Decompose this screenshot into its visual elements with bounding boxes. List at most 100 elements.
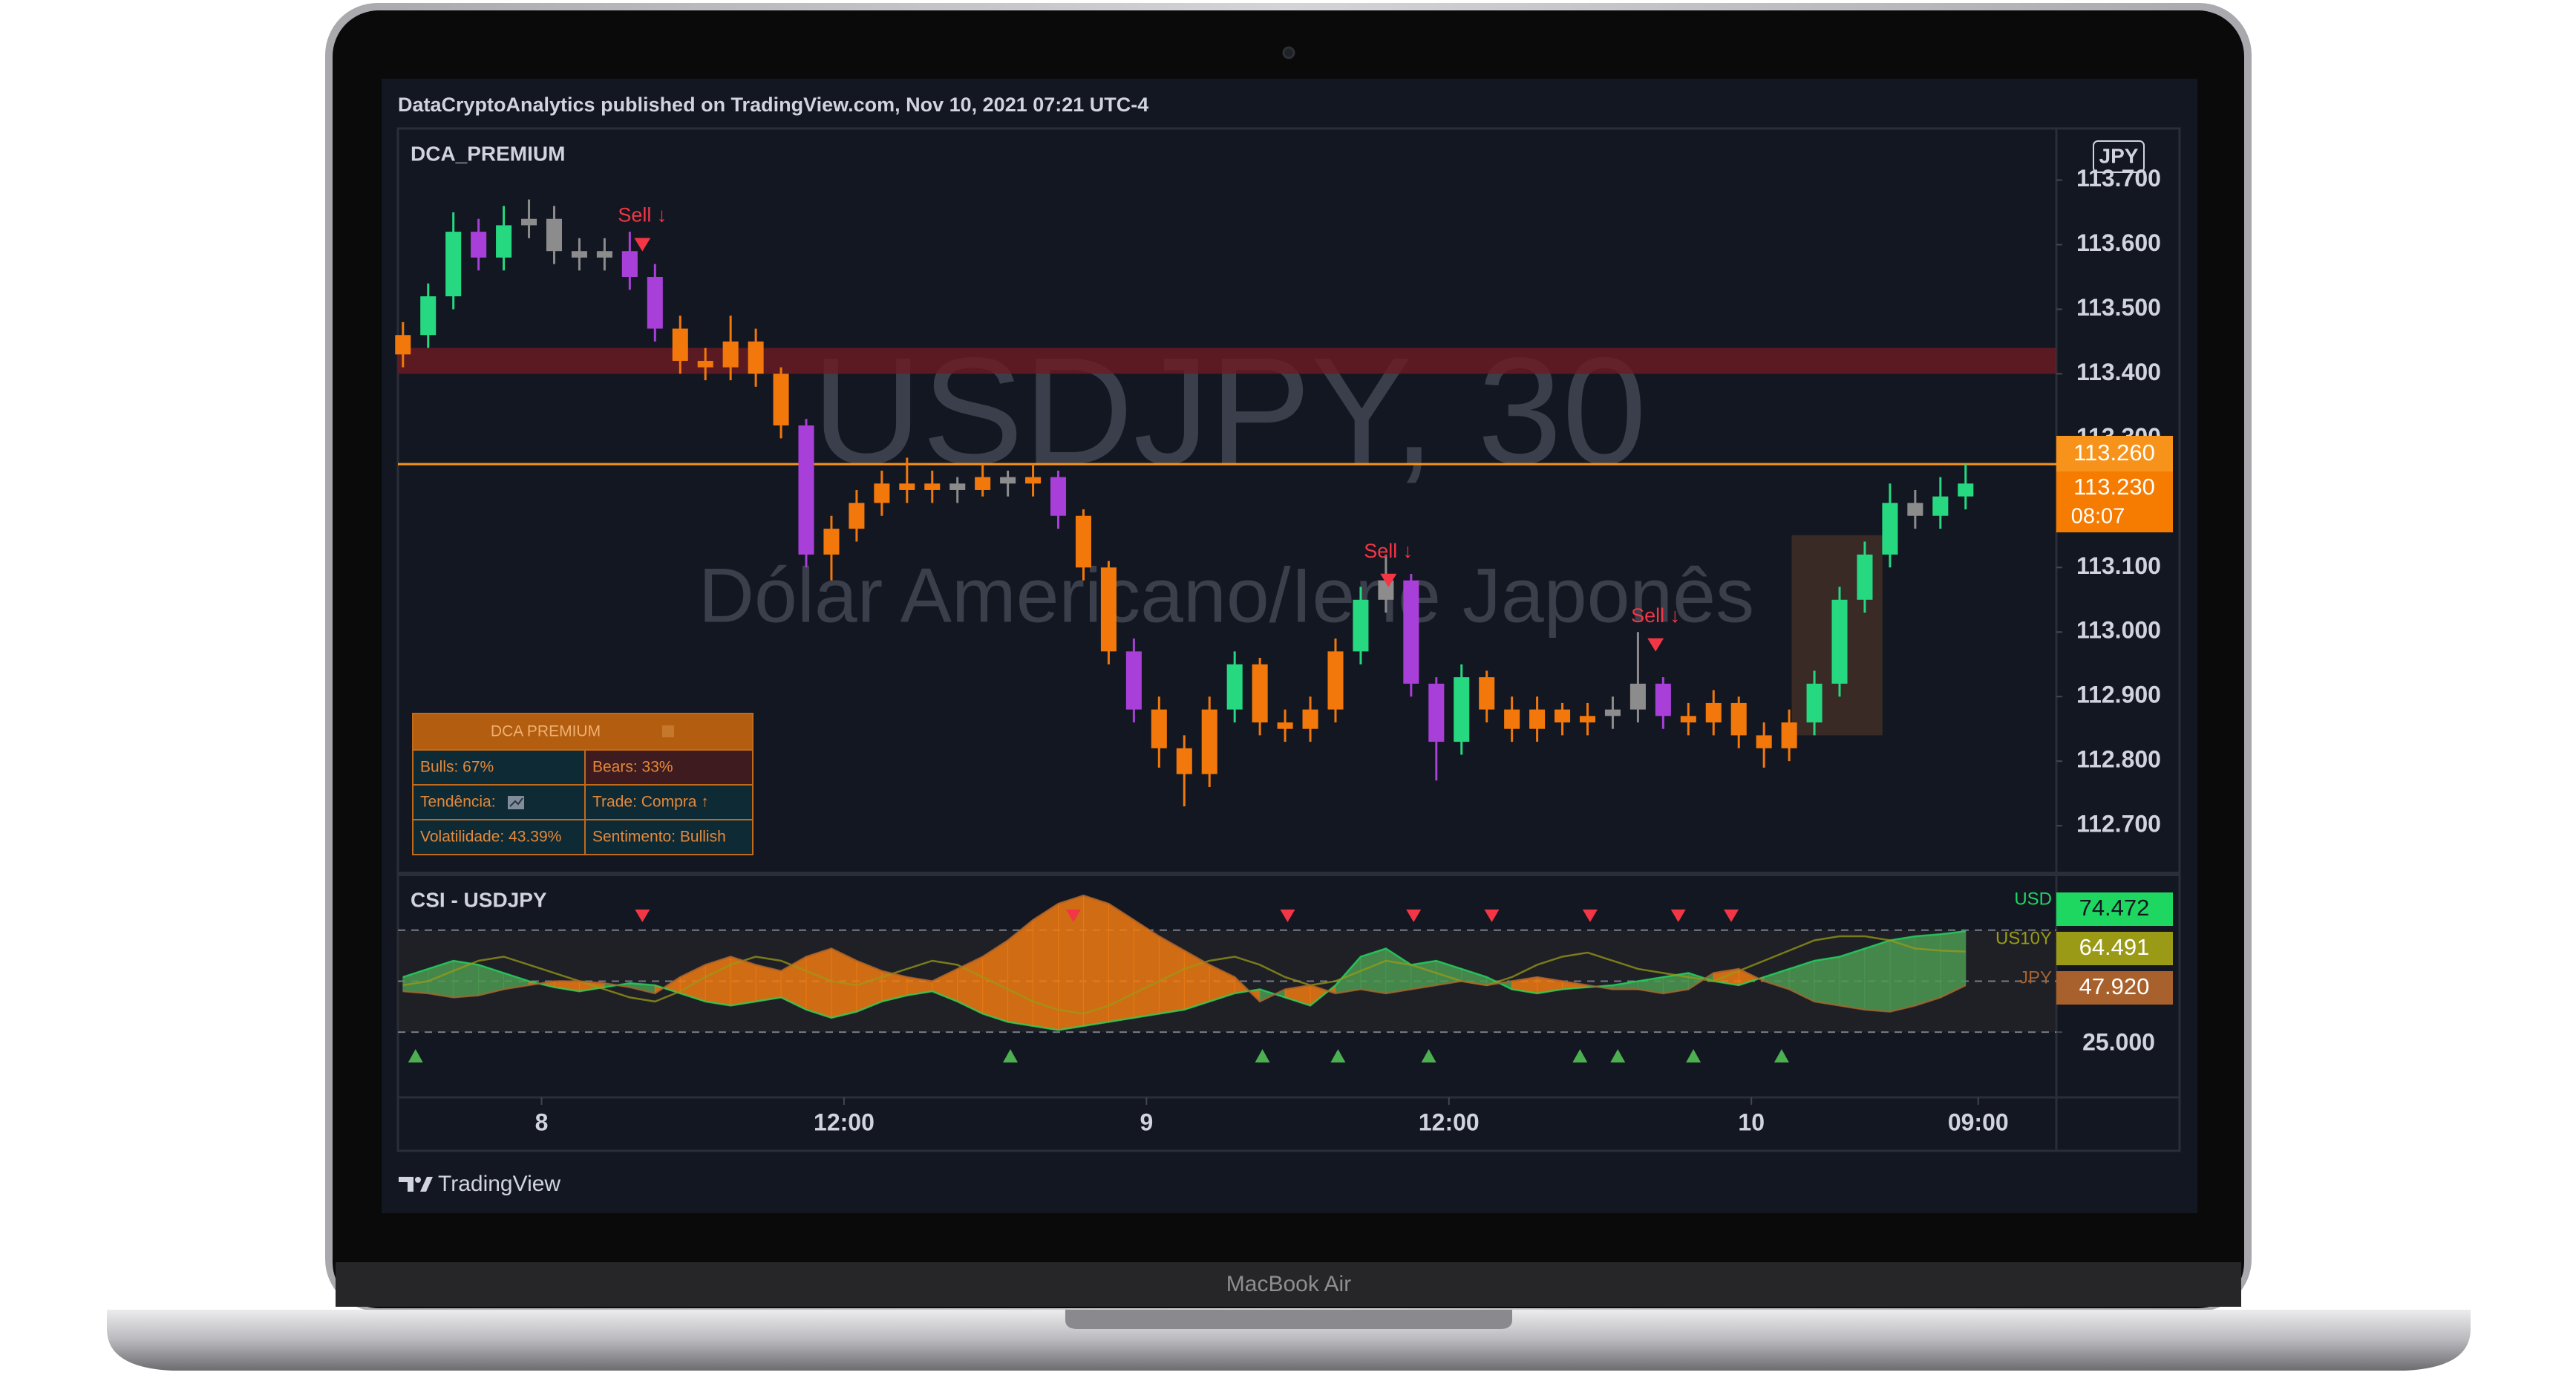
- candle-body: [1302, 709, 1318, 729]
- cloud-segment: [1839, 947, 1866, 1011]
- candle-body: [1504, 709, 1520, 729]
- x-tick-label: 12:00: [814, 1109, 875, 1135]
- sell-label: Sell ↓: [1364, 540, 1413, 562]
- candle-body: [1428, 683, 1445, 742]
- candle-body: [1277, 722, 1293, 729]
- table-icon: [662, 725, 674, 737]
- currency-box[interactable]: [2093, 140, 2145, 173]
- candle-body: [1100, 567, 1117, 652]
- candle-body: [1125, 651, 1142, 710]
- y-tick-label: 112.700: [2076, 811, 2161, 838]
- candle-body: [596, 251, 612, 258]
- candle-body: [1629, 683, 1646, 710]
- candle-body: [849, 503, 865, 529]
- series-value-label: 64.491: [2079, 934, 2150, 960]
- candle-body: [697, 361, 713, 368]
- y-tick-label: 112.900: [2076, 682, 2161, 708]
- legend-entry: JPY: [2019, 967, 2052, 987]
- y-tick-label: 113.600: [2076, 229, 2161, 256]
- candle-body: [1529, 709, 1546, 729]
- logo-shape: [399, 1177, 413, 1192]
- series-value-label: 74.472: [2079, 895, 2150, 921]
- watermark-subtitle: Dólar Americano/Iene Japonês: [699, 552, 1754, 639]
- csi-title: CSI - USDJPY: [411, 888, 547, 911]
- candle-body: [1075, 515, 1092, 568]
- candle-body: [899, 483, 915, 490]
- candle-body: [1378, 580, 1394, 600]
- sell-signal: [1724, 910, 1739, 922]
- candle-body: [1579, 716, 1596, 722]
- series-value-label: 47.920: [2079, 973, 2150, 999]
- plot-area: Sell ↓ Sell ↓ Sell ↓: [395, 199, 2056, 1062]
- table-text: Sentimento: Bullish: [592, 829, 726, 846]
- candle-body: [1454, 677, 1470, 742]
- currency-label[interactable]: JPY: [2099, 144, 2139, 167]
- sell-signal: [1484, 910, 1500, 922]
- candle-body: [823, 529, 840, 555]
- sell-label: Sell ↓: [1631, 604, 1680, 627]
- y-tick-label: 113.100: [2076, 552, 2161, 579]
- x-tick-label: 10: [1738, 1109, 1765, 1135]
- table-text: Tendência:: [420, 794, 496, 811]
- series-value-box: [2056, 971, 2173, 1005]
- candle-body: [1781, 722, 1797, 748]
- y-tick-label: 112.800: [2076, 746, 2161, 773]
- buy-signal: [1610, 1049, 1626, 1062]
- candle-body: [521, 218, 537, 226]
- candle-body: [1252, 664, 1268, 722]
- table-cell: [584, 784, 753, 820]
- candle-body: [571, 251, 587, 258]
- logo-dot: [415, 1177, 421, 1183]
- sell-marker: [1647, 638, 1664, 652]
- legend-entry: USD: [2014, 889, 2052, 909]
- candle-body: [445, 232, 462, 297]
- table-cell: [412, 784, 586, 820]
- sell-signal: [1582, 910, 1598, 922]
- candle-body: [748, 341, 764, 374]
- cloud-segment: [1915, 933, 1941, 1007]
- candle-body: [1730, 702, 1747, 736]
- sell-marker: [634, 238, 651, 252]
- cloud-segment: [1033, 903, 1059, 1031]
- candle-body: [1176, 748, 1192, 774]
- table-cell: [412, 749, 586, 786]
- cloud-segment: [805, 947, 832, 1019]
- logo-shape: [420, 1177, 433, 1192]
- candle-body: [496, 225, 512, 258]
- price-line-box: [2056, 436, 2173, 471]
- brand-name: TradingView: [438, 1172, 560, 1196]
- brand-logo: [399, 1177, 433, 1192]
- candle-body: [1655, 683, 1671, 716]
- table-text: Volatilidade: 43.39%: [420, 829, 561, 846]
- sell-marker: [1380, 573, 1397, 587]
- series-value-box: [2056, 892, 2173, 926]
- price-line-label: 113.260: [2073, 440, 2155, 466]
- candle-body: [1932, 496, 1949, 516]
- y-tick-label: 25.000: [2082, 1029, 2155, 1056]
- candle-body: [1604, 709, 1621, 716]
- sell-label: Sell ↓: [618, 204, 667, 226]
- candle-body: [1958, 483, 1974, 497]
- candle-body: [672, 328, 688, 362]
- candle-body: [1831, 599, 1848, 684]
- candle-body: [420, 296, 437, 336]
- buy-signal: [1330, 1049, 1346, 1062]
- candle-body: [1907, 503, 1923, 516]
- sell-signal: [1406, 910, 1422, 922]
- indicator-title: DCA_PREMIUM: [411, 142, 565, 165]
- series-line: [402, 894, 1967, 1013]
- table-title: DCA PREMIUM: [491, 723, 601, 740]
- table-text: Trade: Compra ↑: [592, 794, 709, 811]
- candle-body: [471, 232, 487, 258]
- table-header: [412, 713, 753, 751]
- buy-signal: [1774, 1049, 1789, 1062]
- y-tick-label: 113.700: [2076, 165, 2161, 192]
- sell-signal: [1670, 910, 1686, 922]
- candle-body: [1050, 477, 1067, 516]
- y-tick-label: 113.400: [2076, 359, 2161, 385]
- candle-body: [1806, 683, 1823, 722]
- candle-body: [773, 373, 789, 425]
- x-tick-label: 8: [535, 1109, 549, 1135]
- candle-body: [621, 251, 638, 277]
